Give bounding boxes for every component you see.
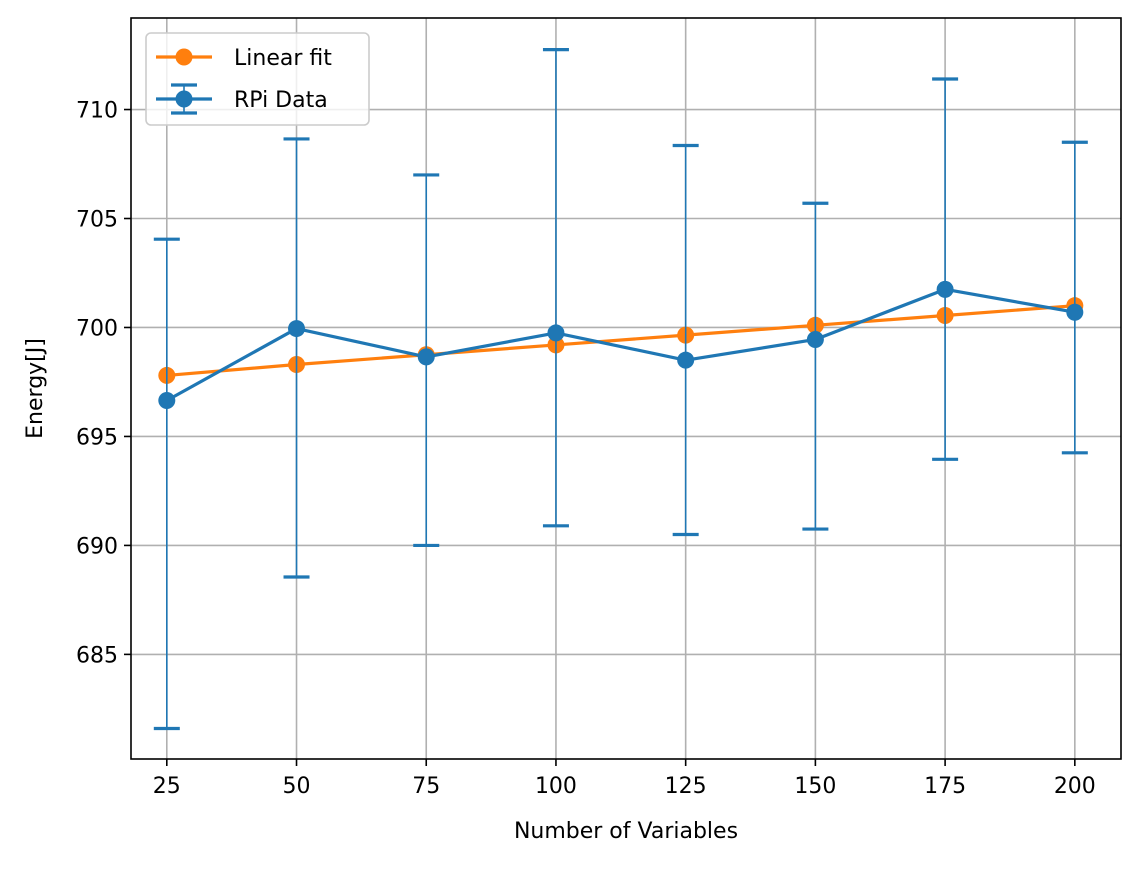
y-axis-label: Energy[J]	[23, 338, 48, 439]
legend-linear-fit-label: Linear fit	[234, 46, 332, 71]
axes-frame	[130, 17, 1122, 760]
legend-rpi-marker	[175, 90, 193, 108]
y-tick-label: 700	[76, 316, 118, 341]
y-tick-label: 705	[76, 208, 118, 233]
x-tick-label: 175	[924, 774, 966, 799]
legend-linear-fit-marker	[175, 48, 193, 66]
rpi-data-point	[1066, 303, 1084, 321]
y-tick-label: 690	[76, 534, 118, 559]
rpi-data-point	[158, 391, 176, 409]
x-tick-label: 25	[153, 774, 181, 799]
rpi-data-point	[417, 348, 435, 366]
legend-rpi-label: RPi Data	[234, 88, 328, 113]
rpi-data-point	[288, 320, 306, 338]
axis-ticks: 25 50 75 100 125 150 175 200 685 690 695 700 705 710	[76, 99, 1096, 799]
x-tick-label: 100	[535, 774, 577, 799]
rpi-data-point	[677, 351, 695, 369]
linear-fit-line	[166, 304, 1075, 378]
plot-area	[153, 48, 1088, 731]
y-tick-label: 695	[76, 425, 118, 450]
x-tick-label: 50	[283, 774, 311, 799]
rpi-data-point	[936, 280, 954, 298]
rpi-data-point	[806, 330, 824, 348]
rpi-data-line	[166, 287, 1076, 402]
x-axis-label: Number of Variables	[514, 819, 738, 844]
y-tick-label: 710	[76, 99, 118, 124]
x-tick-label: 150	[794, 774, 836, 799]
x-tick-label: 200	[1054, 774, 1096, 799]
legend: Linear fit RPi Data	[145, 32, 370, 126]
x-tick-label: 125	[665, 774, 707, 799]
x-tick-label: 75	[412, 774, 440, 799]
rpi-data-point	[547, 324, 565, 342]
y-tick-label: 685	[76, 643, 118, 668]
